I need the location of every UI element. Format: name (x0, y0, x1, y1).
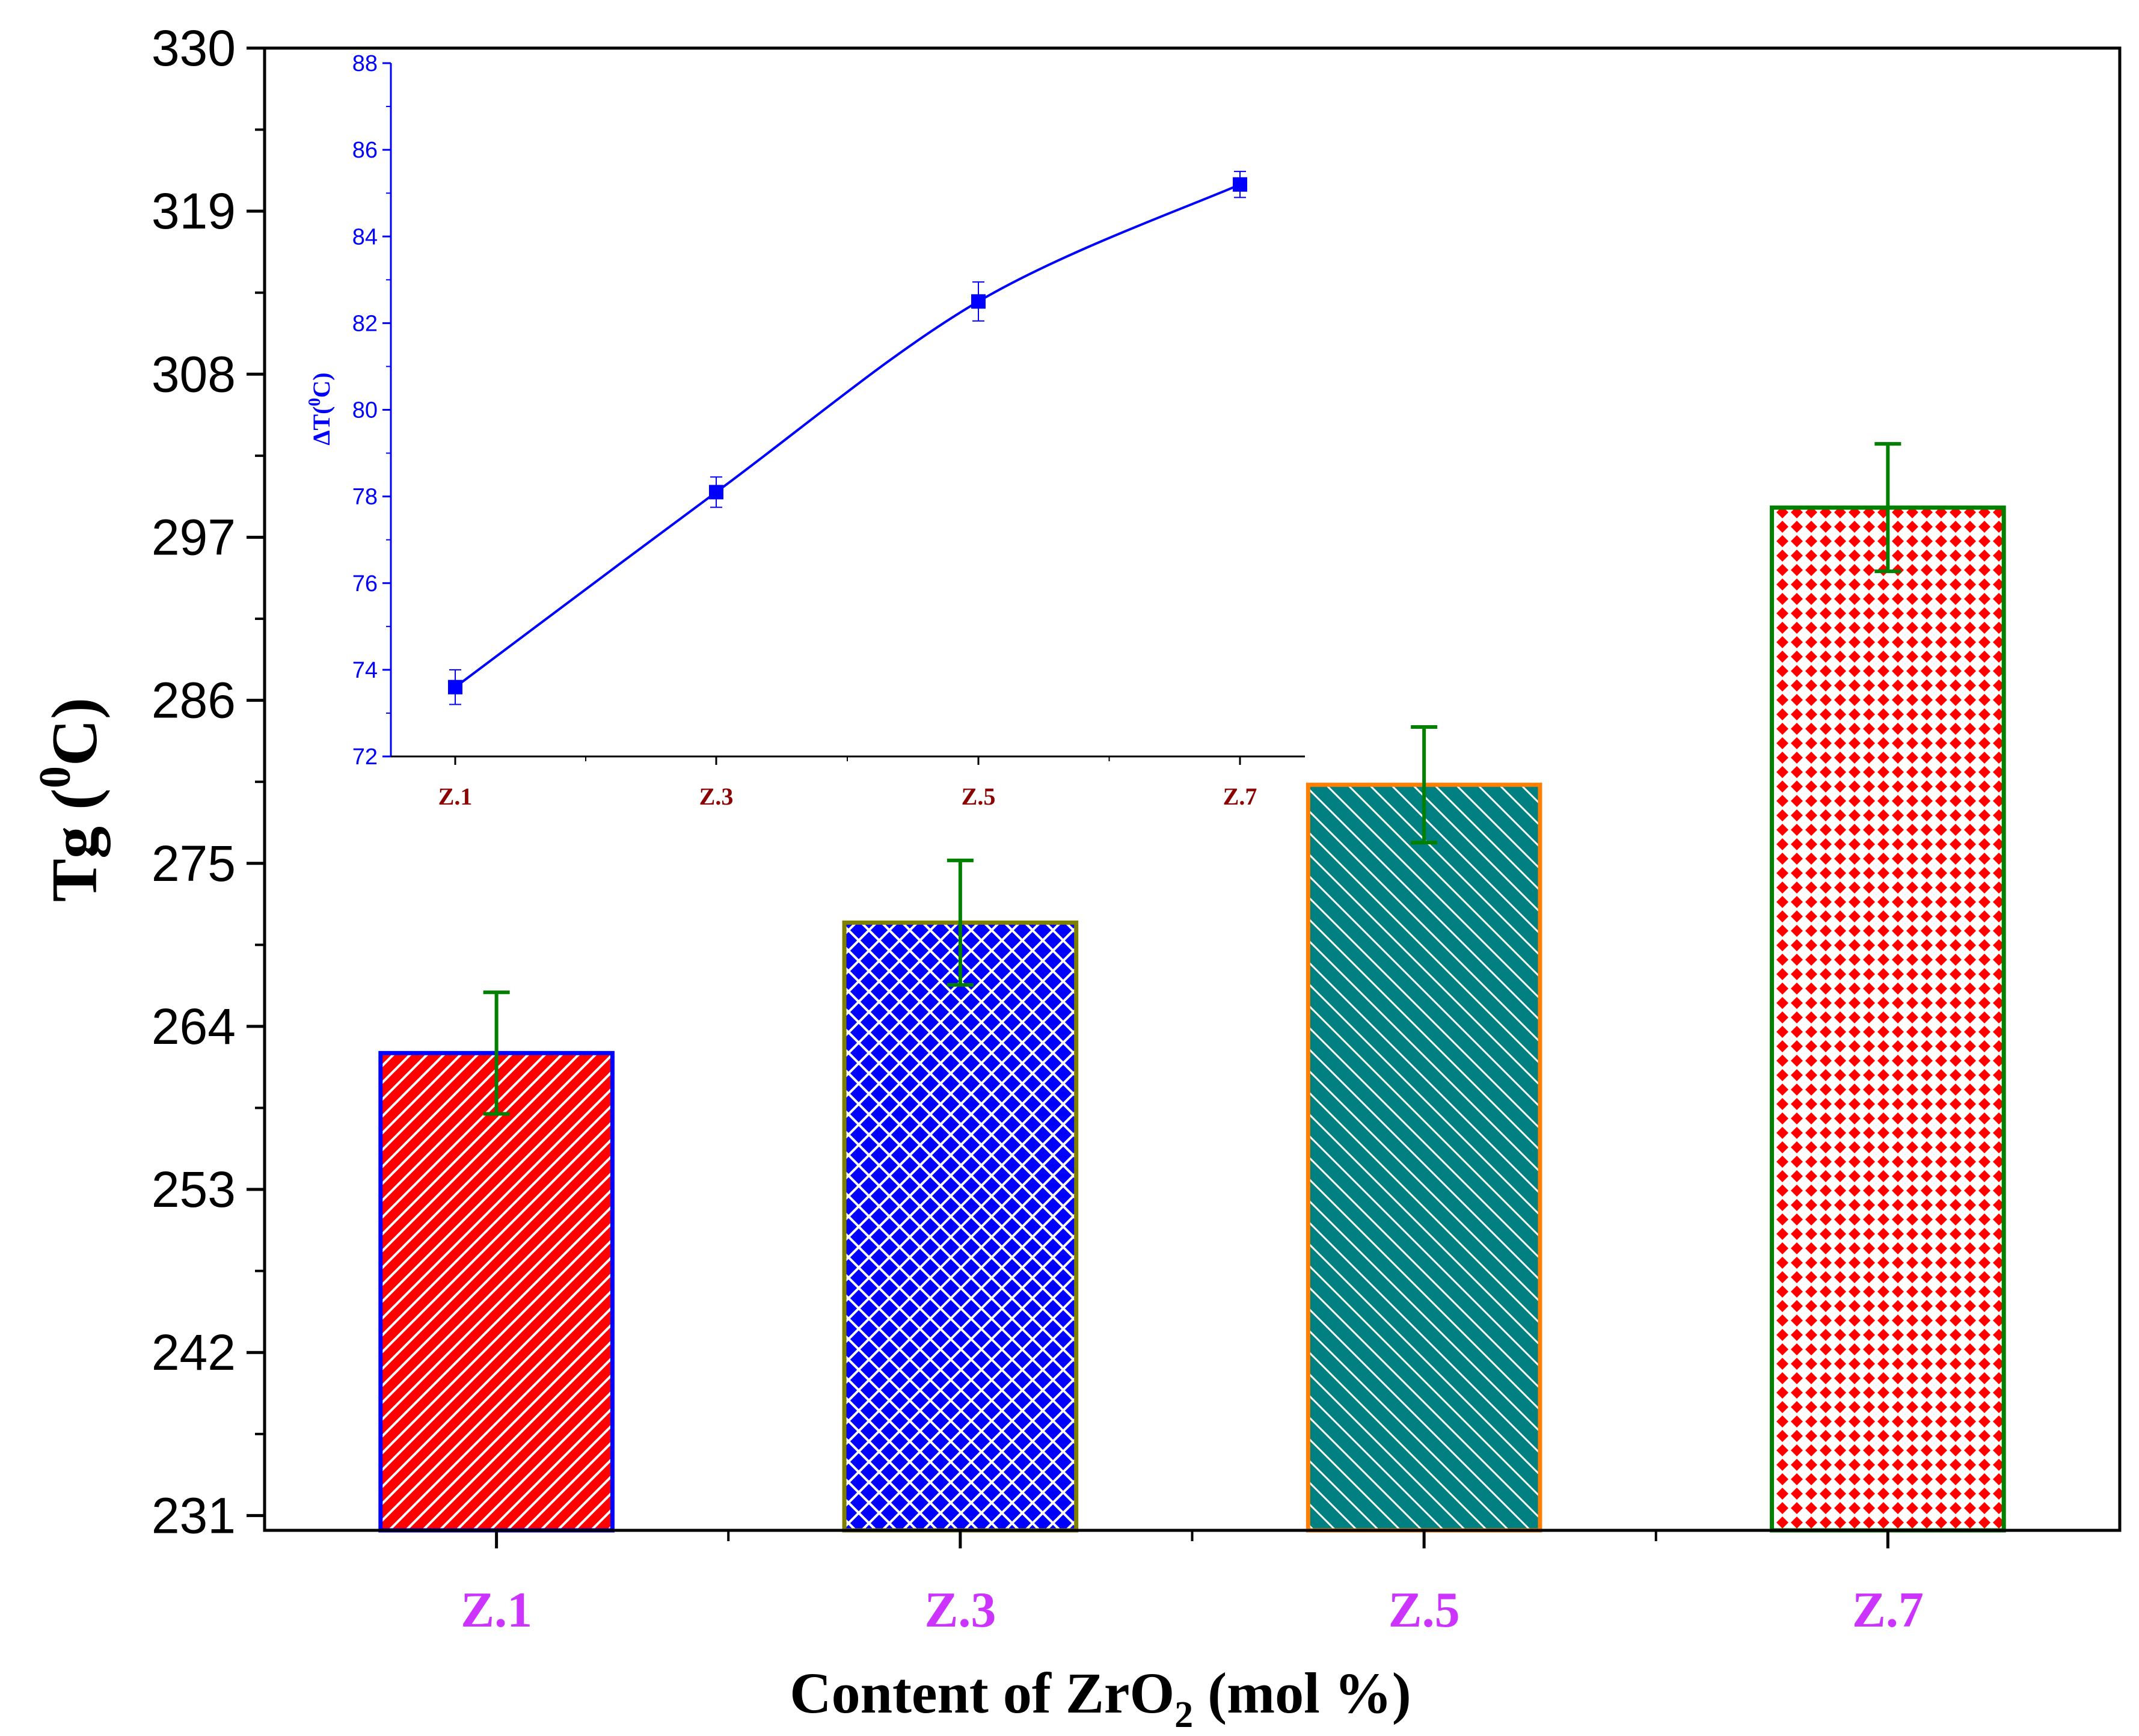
inset-y-tick-label: 72 (352, 744, 378, 770)
main-y-tick-label: 264 (152, 998, 236, 1055)
main-y-tick-label: 319 (152, 183, 236, 239)
main-y-tick-label: 308 (152, 346, 236, 402)
inset-point-z-1 (448, 679, 462, 695)
inset-series-line (454, 183, 1241, 689)
main-y-tick-label: 253 (152, 1161, 236, 1218)
inset-y-tick-label: 76 (352, 571, 378, 597)
inset-point-z-5 (971, 294, 986, 309)
inset-y-tick-label: 80 (352, 398, 378, 423)
main-x-axis-title: Content of ZrO2 (mol %) (790, 1661, 1411, 1733)
main-y-tick-label: 275 (152, 835, 236, 892)
inset-chart: 72 74 76 78 80 82 84 86 88 Z.1 Z.3 Z.5 Z.7 ΔT(0C) (305, 51, 1305, 810)
main-x-tick-label: Z.1 (461, 1582, 532, 1638)
inset-x-ticks: Z.1 Z.3 Z.5 Z.7 (438, 756, 1257, 810)
main-y-ticks: 231 242 253 264 275 286 297 308 319 330 (152, 20, 265, 1544)
main-x-tick-label: Z.5 (1389, 1582, 1460, 1638)
inset-x-tick-label: Z.5 (962, 783, 996, 810)
inset-point-z-3 (709, 485, 723, 500)
bar-z-1 (378, 1050, 615, 1533)
inset-y-tick-label: 86 (352, 138, 378, 163)
bar-z-5 (1306, 782, 1542, 1533)
bar-z-3 (842, 920, 1079, 1533)
inset-x-tick-label: Z.1 (438, 783, 473, 810)
inset-y-tick-label: 78 (352, 485, 378, 510)
main-x-tick-label: Z.7 (1852, 1582, 1924, 1638)
main-y-tick-label: 297 (152, 509, 236, 565)
main-y-tick-label: 242 (152, 1324, 236, 1381)
bar-z-7 (1770, 505, 2006, 1533)
inset-x-tick-label: Z.3 (699, 783, 734, 810)
inset-y-axis-title: ΔT(0C) (305, 372, 335, 445)
inset-points (448, 171, 1247, 705)
main-bars (378, 505, 2006, 1533)
inset-x-tick-label: Z.7 (1223, 783, 1257, 810)
main-x-tick-label: Z.3 (924, 1582, 996, 1638)
main-x-categories: Z.1 Z.3 Z.5 Z.7 (461, 1530, 1924, 1638)
inset-point-z-7 (1233, 177, 1247, 192)
inset-y-tick-label: 74 (352, 658, 378, 683)
main-y-tick-label: 231 (152, 1487, 236, 1544)
inset-y-ticks: 72 74 76 78 80 82 84 86 88 (352, 51, 391, 770)
main-y-tick-label: 286 (152, 672, 236, 729)
inset-y-tick-label: 88 (352, 51, 378, 76)
main-y-tick-label: 330 (152, 20, 236, 76)
inset-y-tick-label: 84 (352, 224, 378, 250)
inset-y-tick-label: 82 (352, 311, 378, 336)
main-error-bars (483, 442, 1901, 1116)
main-y-axis-title: Tg (0C) (31, 698, 111, 902)
